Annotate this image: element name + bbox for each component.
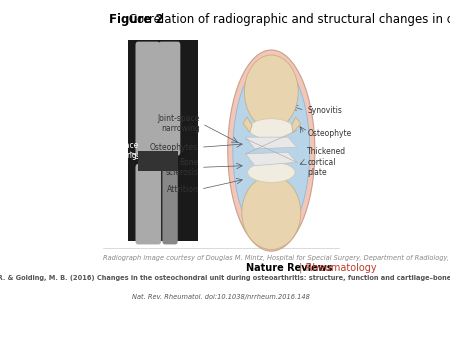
Ellipse shape [249, 119, 294, 139]
Text: Radiograph image courtesy of Douglas M. Mintz, Hospital for Special Surgery, Dep: Radiograph image courtesy of Douglas M. … [104, 255, 450, 261]
Text: Figure 2: Figure 2 [108, 13, 163, 26]
FancyBboxPatch shape [162, 164, 178, 244]
Text: Correlation of radiographic and structural changes in osteoarthritis.: Correlation of radiographic and structur… [125, 13, 450, 26]
Polygon shape [246, 137, 297, 149]
Text: Attrition: Attrition [166, 185, 198, 194]
Text: Golding, S. R. & Golding, M. B. (2016) Changes in the osteochondral unit during : Golding, S. R. & Golding, M. B. (2016) C… [0, 274, 450, 281]
Text: Osteophytes: Osteophytes [150, 143, 198, 152]
Text: Thickened
cortical
plate: Thickened cortical plate [307, 147, 346, 177]
Text: | Rheumatology: | Rheumatology [296, 263, 376, 273]
Polygon shape [243, 117, 252, 132]
FancyBboxPatch shape [158, 42, 180, 155]
FancyBboxPatch shape [128, 40, 198, 241]
Text: Joint-space
narrowing: Joint-space narrowing [158, 114, 199, 134]
Text: Osteophyte: Osteophyte [307, 129, 351, 138]
Polygon shape [292, 117, 301, 132]
Ellipse shape [242, 176, 301, 249]
FancyBboxPatch shape [138, 150, 178, 171]
Ellipse shape [248, 162, 295, 183]
Text: Nature Reviews: Nature Reviews [246, 263, 332, 273]
Text: Nat. Rev. Rheumatol. doi:10.1038/nrrheum.2016.148: Nat. Rev. Rheumatol. doi:10.1038/nrrheum… [132, 294, 310, 300]
Polygon shape [246, 152, 297, 166]
FancyBboxPatch shape [135, 42, 160, 155]
Text: Bone
sclerosis: Bone sclerosis [165, 158, 198, 177]
Text: Joint-space
narrowing: Joint-space narrowing [96, 141, 139, 160]
Ellipse shape [244, 55, 298, 129]
Ellipse shape [228, 50, 315, 251]
FancyBboxPatch shape [135, 164, 161, 244]
Ellipse shape [233, 58, 310, 243]
Text: Synovitis: Synovitis [307, 106, 342, 115]
